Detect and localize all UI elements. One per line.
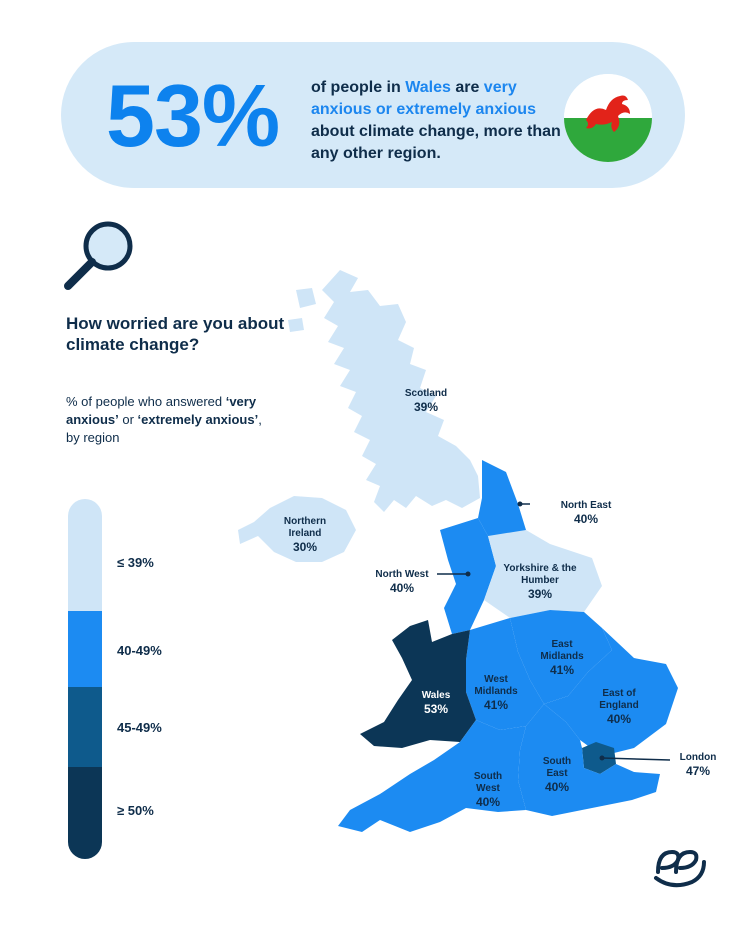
headline-percentage: 53% xyxy=(106,66,280,165)
legend-label-top: ≥ 50% xyxy=(117,803,154,818)
region-scotland[interactable] xyxy=(288,270,480,512)
legend-swatch-top xyxy=(68,767,102,859)
label-north-west: North West 40% xyxy=(375,569,428,596)
legend-swatch-high xyxy=(68,687,102,767)
headline-region: Wales xyxy=(405,79,451,96)
label-yorkshire-name: Yorkshire & the Humber xyxy=(503,563,577,586)
label-ni-name: Northern Ireland xyxy=(283,516,327,539)
region-south-east[interactable] xyxy=(518,704,660,816)
label-se-value: 40% xyxy=(544,780,570,794)
pointer-dot-north-west xyxy=(465,571,471,577)
legend-label-high: 45-49% xyxy=(117,720,162,735)
subtitle-option-b: ‘extremely anxious’ xyxy=(137,412,259,427)
legend-swatch-low xyxy=(68,499,102,611)
pointer-dot-north-east xyxy=(517,501,523,507)
label-scotland-name: Scotland xyxy=(404,388,448,399)
label-wm-value: 41% xyxy=(483,698,509,712)
region-north-east[interactable] xyxy=(478,460,526,542)
legend-scale xyxy=(68,499,102,859)
label-wales-value: 53% xyxy=(423,702,449,716)
region-east-of-england[interactable] xyxy=(544,628,678,756)
label-northern-ireland: Northern Ireland 30% xyxy=(275,516,335,555)
label-wales-name: Wales xyxy=(421,690,451,701)
label-eoe-name: East of England xyxy=(599,688,639,711)
subtitle-pre: % of people who answered xyxy=(66,394,226,409)
region-london[interactable] xyxy=(582,742,616,774)
label-south-east: South East 40% xyxy=(537,756,577,795)
region-wales[interactable] xyxy=(360,620,476,748)
legend-swatch-mid xyxy=(68,611,102,687)
brand-logo-icon xyxy=(652,842,708,897)
label-east-midlands: East Midlands 41% xyxy=(535,639,589,678)
subtitle-option-a: ‘very anxious’ xyxy=(66,394,257,427)
label-eoe-value: 40% xyxy=(606,712,632,726)
label-em-value: 41% xyxy=(549,663,575,677)
label-north-east: North East 40% xyxy=(561,500,612,527)
headline-text-pre: of people in xyxy=(311,79,406,96)
region-west-midlands[interactable] xyxy=(466,618,544,730)
label-wm-name: West Midlands xyxy=(474,674,518,697)
pointer-dot-london xyxy=(599,755,605,761)
label-london: London 47% xyxy=(680,752,717,779)
label-ne-name: North East xyxy=(560,500,612,511)
legend-label-low: ≤ 39% xyxy=(117,555,154,570)
label-scotland: Scotland 39% xyxy=(405,388,447,415)
label-nw-name: North West xyxy=(375,569,429,580)
label-wales: Wales 53% xyxy=(422,690,451,717)
subtitle-post: , by region xyxy=(66,412,262,445)
headline-text: of people in Wales are very anxious or e… xyxy=(311,77,561,165)
label-scotland-value: 39% xyxy=(413,400,439,414)
label-em-name: East Midlands xyxy=(540,639,584,662)
label-se-name: South East xyxy=(542,756,572,779)
label-sw-name: South West xyxy=(473,771,503,794)
label-ne-value: 40% xyxy=(573,512,599,526)
welsh-flag-icon xyxy=(564,74,652,162)
label-nw-value: 40% xyxy=(389,581,415,595)
question-title: How worried are you about climate change… xyxy=(66,314,285,354)
subtitle-mid: or xyxy=(118,412,138,427)
label-east-of-england: East of England 40% xyxy=(594,688,644,727)
legend-label-mid: 40-49% xyxy=(117,643,162,658)
label-ni-value: 30% xyxy=(292,540,318,554)
pointer-london xyxy=(601,757,671,761)
label-london-name: London xyxy=(679,752,717,763)
label-south-west: South West 40% xyxy=(468,771,508,810)
label-yorkshire: Yorkshire & the Humber 39% xyxy=(496,563,584,602)
region-south-west[interactable] xyxy=(338,720,526,832)
region-east-midlands[interactable] xyxy=(510,610,612,704)
label-sw-value: 40% xyxy=(475,795,501,809)
uk-region-map xyxy=(238,270,678,832)
headline-text-mid: are xyxy=(450,79,484,96)
headline-text-post: about climate change, more than any othe… xyxy=(311,123,561,162)
label-yorkshire-value: 39% xyxy=(527,587,553,601)
headline-emphasis: very anxious or extremely anxious xyxy=(311,79,536,118)
label-west-midlands: West Midlands 41% xyxy=(469,674,523,713)
region-northern-ireland[interactable] xyxy=(238,496,356,562)
question-subtitle: % of people who answered ‘very anxious’ … xyxy=(66,393,276,447)
magnifier-icon xyxy=(62,218,142,303)
region-yorkshire[interactable] xyxy=(484,530,602,618)
label-london-value: 47% xyxy=(685,764,711,778)
